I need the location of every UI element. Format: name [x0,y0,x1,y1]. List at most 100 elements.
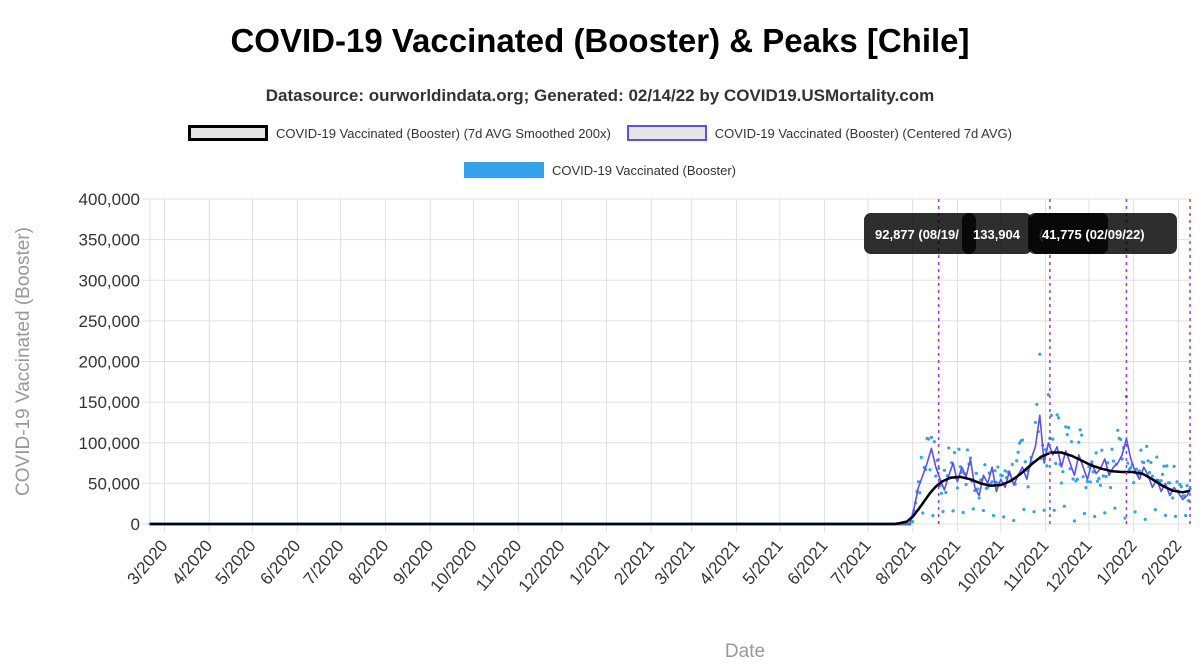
raw-point [1185,484,1189,488]
raw-point [911,520,915,524]
raw-point [1159,479,1163,483]
raw-point [1155,455,1159,459]
raw-point [1093,514,1097,519]
raw-point [961,510,965,515]
raw-point [1026,485,1030,489]
y-tick-label: 0 [131,515,140,534]
raw-point [1145,444,1149,448]
legend-label-smoothed: COVID-19 Vaccinated (Booster) (7d AVG Sm… [275,125,611,141]
raw-point [919,455,923,459]
x-axis-ticks: 3/20204/20205/20206/20207/20208/20209/20… [124,524,1186,596]
raw-point [1113,506,1117,510]
raw-point [1160,472,1165,477]
raw-point [1120,457,1124,461]
raw-point [981,508,986,513]
raw-point [1153,508,1157,512]
raw-point [1045,464,1049,468]
raw-point [918,491,922,495]
raw-point [1033,420,1038,424]
raw-point [1103,511,1107,515]
raw-point [1184,513,1188,518]
raw-point [1171,496,1175,500]
legend-item-smoothed[interactable]: COVID-19 Vaccinated (Booster) (7d AVG Sm… [187,125,611,141]
series-line-centered-avg [150,414,1191,525]
x-tick-label: 5/2020 [212,536,260,588]
raw-point [1126,461,1130,465]
raw-point [1000,474,1004,478]
raw-point [1172,464,1176,468]
raw-point [955,486,960,490]
raw-point [1077,440,1081,444]
raw-point [1061,470,1065,474]
raw-point [934,474,938,478]
raw-point [1123,516,1127,520]
raw-point [1069,440,1074,444]
raw-point [931,514,935,518]
raw-point [1032,510,1036,514]
raw-point [1111,459,1116,463]
x-tick-label: 10/2021 [954,536,1008,595]
legend-swatch-smoothed [187,125,268,141]
raw-point [942,468,947,472]
raw-point [939,491,944,495]
peak-tooltip-box [864,213,976,254]
raw-point [1175,480,1179,484]
raw-point [1082,511,1087,516]
raw-point [1150,474,1155,478]
peak-tooltip-box [962,213,1032,254]
raw-point [990,480,994,484]
raw-point [932,440,936,444]
raw-point [1085,479,1090,484]
raw-point [1090,460,1094,464]
raw-point [1084,485,1088,490]
raw-point [1143,517,1147,521]
legend-item-raw[interactable]: COVID-19 Vaccinated (Booster) [464,162,736,178]
raw-point [1080,433,1084,437]
raw-point [1088,480,1092,484]
raw-point [1078,428,1082,432]
peak-tooltip-box [1031,213,1177,254]
raw-point [983,463,987,467]
legend-row-2: COVID-19 Vaccinated (Booster) [0,162,1200,178]
raw-point [1133,510,1137,514]
raw-point [1056,416,1061,420]
x-tick-label: 6/2020 [256,536,304,588]
raw-point [921,511,925,515]
raw-point [944,490,948,495]
raw-point [1035,402,1039,406]
y-tick-label: 100,000 [79,434,140,453]
x-tick-label: 5/2021 [739,536,787,588]
raw-point [1173,514,1178,519]
legend-swatch-raw [464,162,544,178]
raw-point [1139,448,1143,452]
peak-tooltip-label: 133,904 [973,227,1021,242]
legend-label-raw: COVID-19 Vaccinated (Booster) [552,162,736,178]
peak-lines [937,199,1191,524]
raw-point [1081,475,1085,479]
raw-point [1075,477,1079,481]
x-tick-label: 8/2021 [872,536,920,588]
raw-point [1071,477,1075,481]
raw-point [1003,469,1007,473]
raw-point [1179,485,1183,489]
raw-point [926,437,931,441]
raw-point [1052,508,1056,512]
series-line-smoothed [150,451,1191,526]
raw-point [1051,437,1055,441]
x-tick-label: 1/2022 [1093,536,1141,588]
raw-point [1022,507,1026,512]
raw-point [1065,433,1069,437]
raw-point [1129,465,1133,470]
chart-title: COVID-19 Vaccinated (Booster) & Peaks [C… [230,22,970,59]
legend-item-centered-avg[interactable]: COVID-19 Vaccinated (Booster) (Centered … [626,125,1012,141]
raw-point [1116,428,1120,432]
raw-point [993,469,997,473]
raw-point [1147,471,1152,475]
peak-tooltip-label: 41,775 (02/09/22) [1042,227,1145,242]
x-tick-label: 2/2021 [610,536,658,588]
raw-point [1162,464,1166,468]
raw-point [1016,450,1020,454]
raw-point [947,446,951,450]
